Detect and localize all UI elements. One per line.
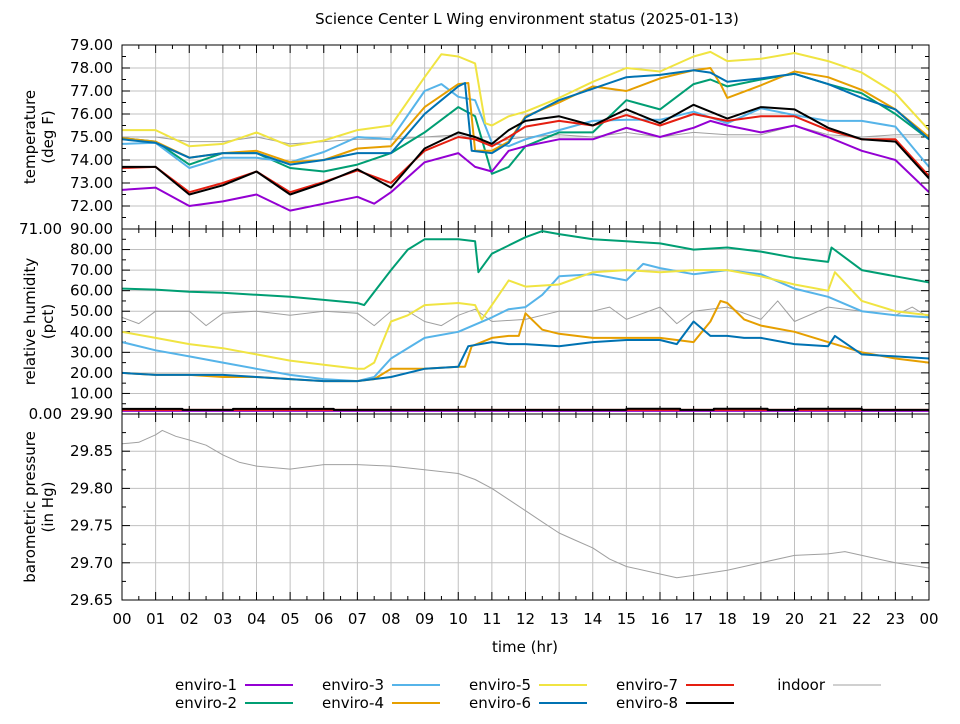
legend-item-enviro-8: enviro-8 — [616, 694, 734, 712]
y-tick-label: 50.00 — [70, 302, 113, 320]
x-tick-label: 04 — [247, 610, 266, 628]
y-tick-label: 29.65 — [70, 591, 113, 609]
legend-label: enviro-6 — [469, 694, 531, 712]
series-line-enviro-6 — [122, 69, 929, 166]
x-tick-label: 08 — [381, 610, 400, 628]
x-tick-label: 13 — [550, 610, 569, 628]
x-tick-label: 06 — [314, 610, 333, 628]
legend-item-enviro-7: enviro-7 — [616, 676, 734, 694]
x-tick-label: 22 — [852, 610, 871, 628]
y-axis-label: temperature — [21, 90, 39, 184]
x-axis-label: time (hr) — [492, 638, 558, 656]
legend-item-enviro-4: enviro-4 — [322, 694, 440, 712]
legend-label: enviro-3 — [322, 676, 384, 694]
y-tick-label: 73.00 — [70, 174, 113, 192]
x-tick-label: 00 — [919, 610, 938, 628]
x-tick-label: 19 — [751, 610, 770, 628]
series-line-indoor — [122, 300, 929, 327]
y-tick-label: 30.00 — [70, 343, 113, 361]
x-tick-label: 03 — [213, 610, 232, 628]
y-tick-label: 72.00 — [70, 197, 113, 215]
series-line-enviro-6 — [122, 320, 929, 383]
y-tick-label: 29.90 — [70, 405, 113, 423]
y-tick-label: 29.75 — [70, 517, 113, 535]
y-tick-label: 60.00 — [70, 282, 113, 300]
legend-label: enviro-2 — [175, 694, 237, 712]
series-line-enviro-8 — [122, 407, 929, 411]
x-tick-label: 17 — [684, 610, 703, 628]
chart-title: Science Center L Wing environment status… — [315, 10, 739, 28]
x-tick-label: 16 — [650, 610, 669, 628]
series-line-enviro-5 — [122, 50, 929, 148]
y-tick-label: 77.00 — [70, 82, 113, 100]
x-tick-label: 12 — [516, 610, 535, 628]
y-tick-label: 71.00 — [19, 220, 62, 238]
series-line-enviro-2 — [122, 230, 929, 307]
y-tick-label: 74.00 — [70, 151, 113, 169]
series-line-enviro-8 — [122, 103, 929, 196]
y-tick-label: 76.00 — [70, 105, 113, 123]
x-tick-label: 07 — [348, 610, 367, 628]
legend-item-enviro-3: enviro-3 — [322, 676, 440, 694]
legend-label: indoor — [777, 676, 826, 694]
y-tick-label: 70.00 — [70, 261, 113, 279]
y-tick-label: 90.00 — [70, 220, 113, 238]
legend-label: enviro-4 — [322, 694, 384, 712]
y-tick-label: 29.80 — [70, 479, 113, 497]
panel-1: 0.00 10.00 20.00 30.00 40.00 50.00 60.00 70.00 8… — [21, 220, 930, 423]
y-axis-label: barometric pressure — [21, 431, 39, 583]
x-tick-label: 15 — [617, 610, 636, 628]
x-tick-label: 01 — [146, 610, 165, 628]
series-line-enviro-1 — [122, 119, 929, 212]
y-tick-label: 78.00 — [70, 59, 113, 77]
y-tick-label: 29.70 — [70, 554, 113, 572]
y-tick-label: 0.00 — [29, 405, 62, 423]
y-axis-label: (pct) — [39, 304, 57, 339]
y-tick-label: 80.00 — [70, 241, 113, 259]
x-tick-label: 18 — [718, 610, 737, 628]
y-tick-label: 10.00 — [70, 384, 113, 402]
legend-label: enviro-8 — [616, 694, 678, 712]
y-tick-label: 20.00 — [70, 364, 113, 382]
y-tick-label: 29.85 — [70, 442, 113, 460]
y-axis-label: (deg F) — [39, 110, 57, 163]
x-tick-label: 23 — [886, 610, 905, 628]
x-tick-label: 14 — [583, 610, 602, 628]
y-tick-label: 75.00 — [70, 128, 113, 146]
x-tick-label: 09 — [415, 610, 434, 628]
panel-frame — [121, 413, 930, 601]
series-line-indoor — [122, 429, 929, 579]
y-tick-label: 79.00 — [70, 36, 113, 54]
legend-item-enviro-2: enviro-2 — [175, 694, 293, 712]
y-tick-label: 40.00 — [70, 323, 113, 341]
y-axis-label: (in Hg) — [39, 482, 57, 533]
x-tick-label: 20 — [785, 610, 804, 628]
legend-label: enviro-7 — [616, 676, 678, 694]
x-tick-label: 02 — [180, 610, 199, 628]
legend-item-enviro-5: enviro-5 — [469, 676, 587, 694]
panel-2: 29.65 29.70 29.75 29.80 29.85 29.90 barometric… — [21, 405, 930, 609]
series-line-enviro-3 — [122, 83, 929, 169]
legend-item-enviro-1: enviro-1 — [175, 676, 293, 694]
x-tick-label: 05 — [281, 610, 300, 628]
panel-0: 71.00 72.00 73.00 74.00 75.00 76.00 77.00 78.00… — [19, 36, 930, 238]
x-tick-label: 00 — [112, 610, 131, 628]
legend-item-enviro-6: enviro-6 — [469, 694, 587, 712]
y-axis-label: relative humidity — [21, 258, 39, 386]
x-tick-label: 10 — [449, 610, 468, 628]
legend-item-indoor: indoor — [777, 676, 881, 694]
series-line-enviro-5 — [122, 269, 929, 370]
x-tick-label: 11 — [482, 610, 501, 628]
legend-label: enviro-1 — [175, 676, 237, 694]
legend-label: enviro-5 — [469, 676, 531, 694]
x-tick-label: 21 — [819, 610, 838, 628]
